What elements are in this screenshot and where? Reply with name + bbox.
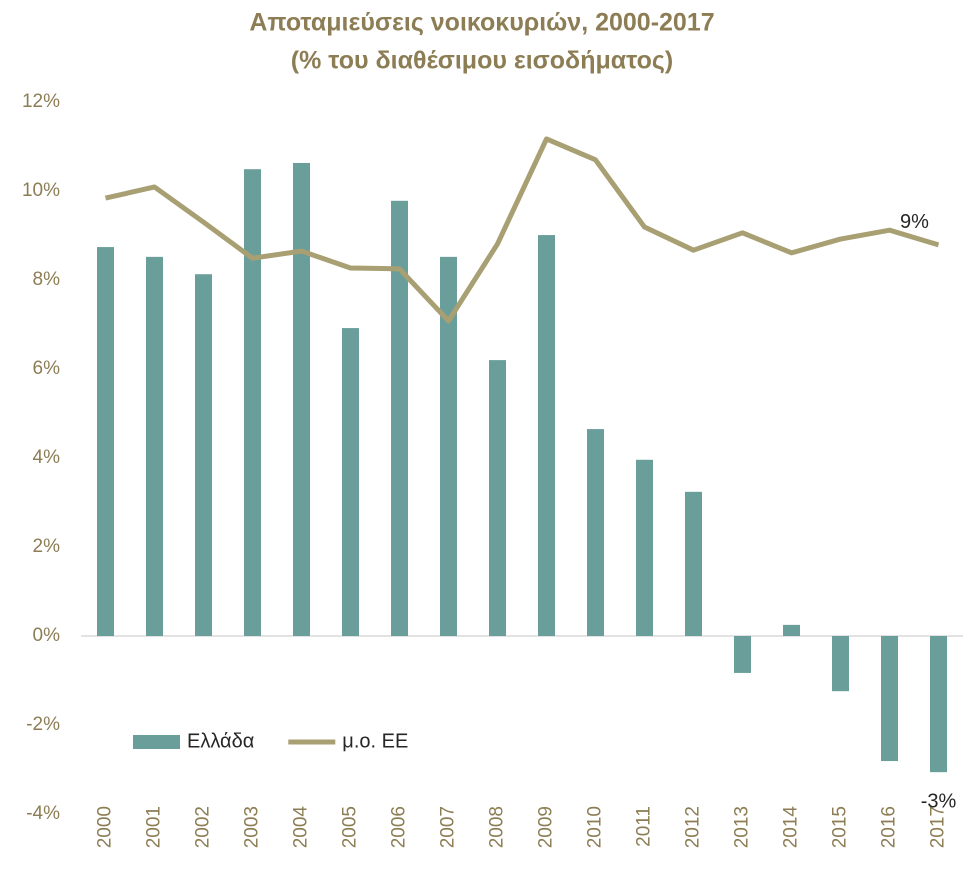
x-tick-label: 2003 [242, 806, 263, 848]
x-tick-label: 2004 [291, 806, 312, 849]
line [104, 136, 940, 324]
x-tick-label: 2017 [928, 806, 949, 848]
x-tick-label: 2013 [732, 806, 753, 848]
x-tick-label: 2015 [830, 806, 851, 848]
bar [146, 256, 163, 636]
bar [832, 636, 849, 692]
y-tick-label: 4% [33, 447, 61, 468]
y-tick-label: -4% [26, 803, 60, 824]
x-tick-label: 2000 [95, 806, 116, 848]
bar [293, 162, 310, 636]
bar [244, 169, 261, 636]
x-tick-label: 2008 [487, 806, 508, 848]
legend-label: μ.ο. ΕΕ [342, 730, 408, 752]
x-tick-label: 2001 [144, 806, 165, 848]
bar [685, 491, 702, 636]
x-tick-label: 2012 [683, 806, 704, 848]
y-tick-label: 6% [33, 358, 61, 379]
x-tick-label: 2007 [438, 806, 459, 848]
y-tick-label: 8% [33, 269, 61, 290]
bar [881, 636, 898, 762]
bar [195, 274, 212, 636]
x-tick-label: 2010 [585, 806, 606, 848]
x-tick-label: 2002 [193, 806, 214, 848]
bar [734, 636, 751, 673]
legend-label: Ελλάδα [187, 730, 254, 752]
bar [636, 459, 653, 636]
y-tick-label: 0% [33, 625, 61, 646]
x-tick-label: 2006 [389, 806, 410, 848]
y-tick-label: 2% [33, 536, 61, 557]
bar [538, 235, 555, 636]
bar [342, 328, 359, 636]
data-label: 9% [900, 211, 929, 233]
x-tick-label: 2014 [781, 806, 802, 849]
y-tick-label: 12% [22, 91, 60, 112]
bar [391, 200, 408, 637]
legend-swatch [133, 735, 180, 749]
y-tick-label: 10% [22, 180, 60, 201]
x-tick-label: 2016 [879, 806, 900, 848]
x-tick-label: 2009 [536, 806, 557, 848]
y-tick-label: -2% [26, 714, 60, 735]
bar [783, 624, 800, 636]
x-tick-label: 2005 [340, 806, 361, 848]
chart-subtitle: (% του διαθέσιμου εισοδήματος) [291, 47, 673, 75]
bar [930, 636, 947, 773]
bar [440, 256, 457, 636]
x-tick-label: 2011 [634, 806, 655, 847]
data-label: -3% [921, 790, 957, 812]
bar [97, 247, 114, 636]
bar [489, 360, 506, 636]
bar [587, 429, 604, 636]
chart-title: Αποταμιεύσεις νοικοκυριών, 2000-2017 [249, 9, 714, 37]
